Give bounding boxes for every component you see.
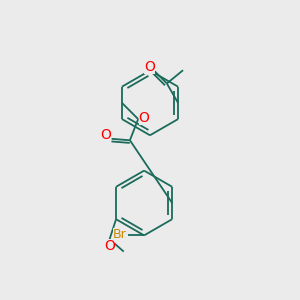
Text: O: O [139,112,149,125]
Text: O: O [100,128,111,142]
Text: O: O [144,60,154,74]
Text: O: O [104,239,115,253]
Text: Br: Br [113,228,127,241]
